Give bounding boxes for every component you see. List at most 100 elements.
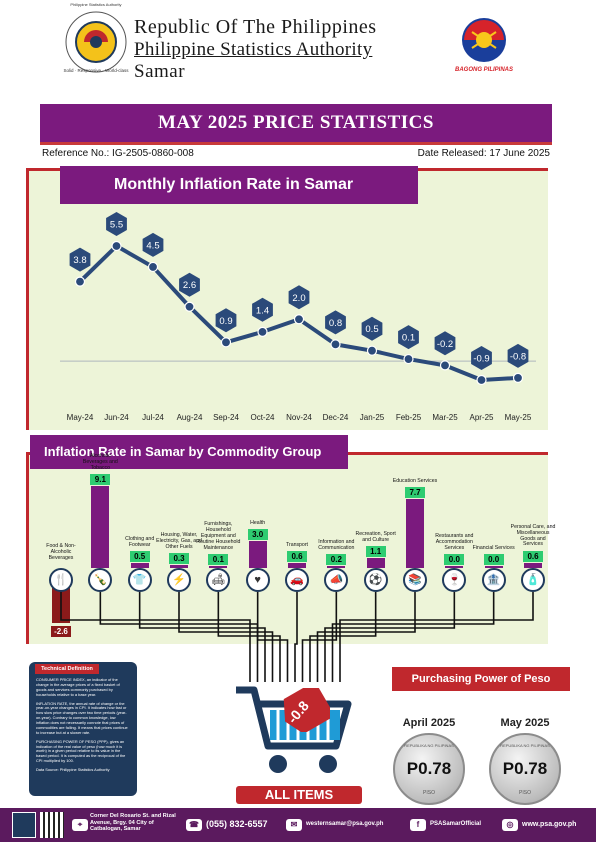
commodity-label: Recreation, Sport and Culture xyxy=(353,531,399,544)
commodity-label-text: Housing, Water, Electricity, Gas, and Ot… xyxy=(156,532,202,551)
technical-definition-heading: Technical Definition xyxy=(35,664,99,674)
commodity-bar xyxy=(406,498,424,568)
commodity-label-text: Recreation, Sport and Culture xyxy=(355,531,396,544)
data-label-badge xyxy=(142,232,164,257)
data-point xyxy=(366,345,378,356)
commodity-panel xyxy=(26,452,548,644)
data-point xyxy=(403,353,414,365)
connector-line xyxy=(301,592,338,682)
personal-care-icon: 🧴 xyxy=(521,568,545,592)
commodity-label: Clothing and Footwear xyxy=(117,537,163,549)
connector-line xyxy=(217,592,281,682)
megaphone-icon: 📣 xyxy=(324,568,349,592)
x-tick-label: May-24 xyxy=(67,413,94,422)
header-text: Republic Of The Philippines Philippine S… xyxy=(134,16,377,83)
commodity-value: 0.2 xyxy=(326,554,347,565)
commodity-bar xyxy=(248,540,267,568)
commodity-label: Personal Care, and Miscellaneous Goods a… xyxy=(510,524,556,549)
x-tick-label: Sep-24 xyxy=(213,413,239,422)
footer-address: Corner Del Rosario St. and Rizal Avenue,… xyxy=(90,813,176,833)
connector-line xyxy=(331,592,495,682)
commodity-label: Information and Communication xyxy=(313,539,359,552)
qr-code-icon[interactable] xyxy=(40,812,64,838)
commodity-bar xyxy=(445,566,464,568)
commodity-bar xyxy=(130,563,149,568)
commodity-label: Education Services xyxy=(392,477,438,485)
education-icon: 📚 xyxy=(403,568,427,592)
data-point xyxy=(293,314,305,325)
coin-april-top-text: REPUBLIKA NG PILIPINAS xyxy=(404,743,454,748)
psa-logo-motto: Solid · Responsive · World-class xyxy=(63,68,129,73)
data-point xyxy=(184,301,195,312)
bagong-pilipinas-logo xyxy=(452,14,516,70)
x-tick-label: Nov-24 xyxy=(286,413,312,422)
coin-april-bottom-text: PISO xyxy=(423,790,435,796)
commodity-label-text: Food & Non-Alcoholic Beverages xyxy=(46,543,76,561)
transport-icon: 🚗 xyxy=(285,568,309,592)
inflation-definition: INFLATION RATE, the annual rate of chang… xyxy=(36,700,128,735)
ppp-value-may: P0.78 xyxy=(502,759,548,778)
commodity-value: 0.0 xyxy=(483,554,504,565)
data-label: 0.5 xyxy=(365,324,378,335)
commodity-bar xyxy=(484,566,503,568)
coin-may-top-text: REPUBLIKA NG PILIPINAS xyxy=(500,743,550,748)
data-label-badge xyxy=(215,308,237,333)
technical-definition-box: CONSUMER PRICE INDEX, an indicator of th… xyxy=(29,662,137,796)
data-source: Data Source: Philippine Statistics Autho… xyxy=(36,767,110,772)
commodity-label: Health xyxy=(235,519,281,527)
all-items-tag xyxy=(280,681,335,734)
data-label-badge xyxy=(471,346,492,370)
commodity-bar xyxy=(327,566,346,568)
footer-email[interactable]: westernsamar@psa.gov.ph xyxy=(306,821,384,827)
commodity-bar xyxy=(524,562,542,568)
email-icon: ✉ xyxy=(286,819,302,831)
data-label: 0.9 xyxy=(219,316,232,327)
restaurant-icon: 🍷 xyxy=(442,568,467,592)
commodity-value: 0.6 xyxy=(523,550,543,562)
header-line2: Philippine Statistics Authority xyxy=(134,39,373,60)
monthly-inflation-panel xyxy=(26,168,548,430)
monthly-inflation-title: Monthly Inflation Rate in Samar xyxy=(60,166,418,204)
commodity-label-text: Health xyxy=(250,519,266,526)
globe-icon: ◎ xyxy=(502,819,518,831)
commodity-bar xyxy=(91,486,110,568)
financial-icon: 🏦 xyxy=(481,568,506,592)
x-tick-label: Oct-24 xyxy=(250,413,275,422)
ppp-definition: PURCHASING POWER OF PESO (PPP), gives an… xyxy=(36,738,126,764)
psa-logo xyxy=(64,10,128,74)
commodity-value: -2.6 xyxy=(51,626,71,637)
footer-website[interactable]: www.psa.gov.ph xyxy=(522,821,577,828)
commodity-label-text: Education Services xyxy=(392,477,438,484)
commodity-label-text: Information and Communication xyxy=(318,539,355,551)
data-label-badge xyxy=(361,316,383,341)
health-icon: ♥ xyxy=(245,568,270,592)
connector-line xyxy=(324,592,456,682)
data-point xyxy=(111,240,122,252)
commodity-bar xyxy=(170,565,188,568)
footer: ⌖ Corner Del Rosario St. and Rizal Avenu… xyxy=(0,808,596,842)
commodity-label: Furnishings, Household Equipment and Rou… xyxy=(195,521,241,552)
commodity-label-text: Clothing and Footwear xyxy=(125,536,155,549)
footer-phone[interactable]: (055) 832-6557 xyxy=(206,819,268,829)
coin-may-bottom-text: PISO xyxy=(519,790,531,796)
data-label-badge xyxy=(325,310,346,335)
commodity-label-text: Financial Services xyxy=(472,545,515,551)
footer-facebook[interactable]: PSASamarOfficial xyxy=(430,821,482,827)
commodity-value: 0.5 xyxy=(129,551,150,563)
x-tick-label: Jul-24 xyxy=(142,413,164,422)
commodity-value: 1.1 xyxy=(365,546,386,558)
x-tick-label: Apr-25 xyxy=(469,413,494,422)
commodity-value: 7.7 xyxy=(405,486,425,498)
ppp-month-april: April 2025 xyxy=(402,717,456,729)
data-label-badge xyxy=(288,285,310,310)
x-tick-label: Feb-25 xyxy=(396,413,422,422)
x-tick-label: Jan-25 xyxy=(360,413,385,422)
connector-line xyxy=(294,592,298,682)
data-point xyxy=(257,326,268,337)
connector-line xyxy=(339,592,534,682)
bottle-icon: 🍾 xyxy=(88,568,113,592)
cpi-definition: CONSUMER PRICE INDEX, an indicator of th… xyxy=(36,677,120,697)
commodity-value: 0.3 xyxy=(169,553,189,565)
title-divider xyxy=(40,142,552,145)
x-tick-label: Dec-24 xyxy=(323,413,349,422)
